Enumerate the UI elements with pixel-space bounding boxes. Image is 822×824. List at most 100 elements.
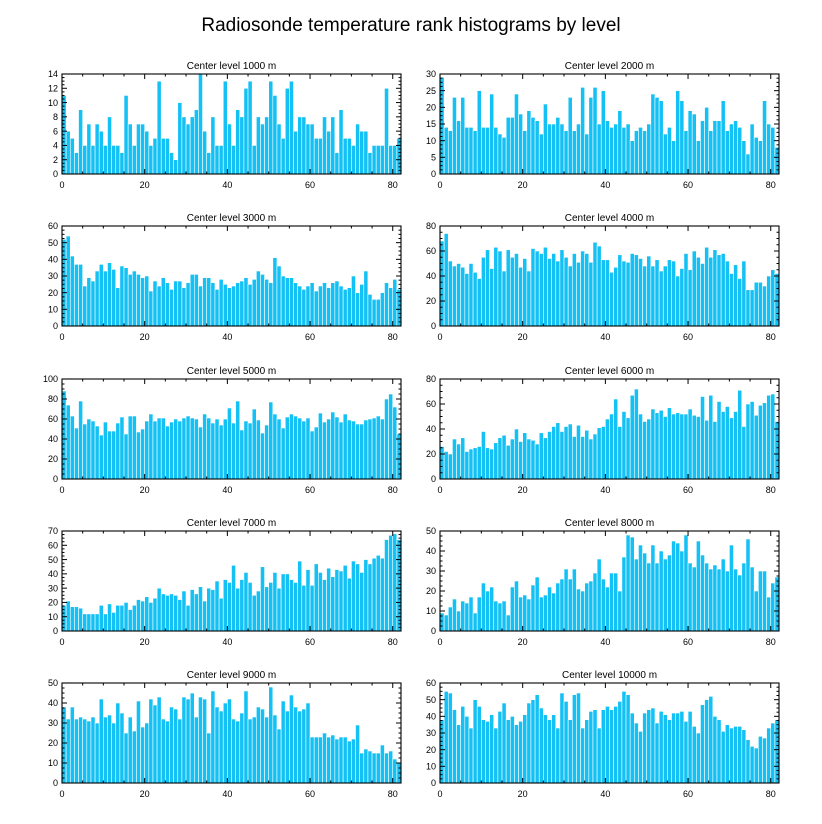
histogram-bar xyxy=(165,594,170,632)
histogram-bar xyxy=(729,727,734,784)
histogram-bar xyxy=(326,287,332,327)
histogram-bar xyxy=(371,299,377,327)
histogram-bar xyxy=(700,554,705,632)
histogram-bar xyxy=(384,282,389,327)
histogram-panel: Center level 10000 m 0 10 20 30 40 50 60 0 20 40 60… xyxy=(426,670,780,799)
histogram-bar xyxy=(243,87,249,175)
histogram-bar xyxy=(588,438,594,480)
histogram-bar xyxy=(650,544,656,632)
histogram-bar xyxy=(355,123,360,175)
histogram-bar xyxy=(675,275,681,327)
histogram-bar xyxy=(530,699,536,784)
histogram-bar xyxy=(136,599,141,632)
histogram-bar xyxy=(638,731,643,784)
histogram-bar xyxy=(94,123,100,175)
histogram-bar xyxy=(123,732,129,784)
histogram-bar xyxy=(667,407,672,480)
histogram-bar xyxy=(476,278,482,327)
histogram-bar xyxy=(367,152,373,175)
histogram-bar xyxy=(371,557,377,632)
histogram-bar xyxy=(131,604,137,632)
histogram-bar xyxy=(592,87,598,175)
histogram-bar xyxy=(650,408,656,480)
histogram-panel: Center level 5000 m 0 20 40 60 80 100 0 20 40 60 80 xyxy=(43,366,402,495)
histogram-bar xyxy=(272,257,278,327)
histogram-bar xyxy=(667,259,672,327)
histogram-bar xyxy=(712,421,718,480)
histogram-bar xyxy=(588,580,594,632)
y-tick-label: 0 xyxy=(431,626,436,636)
histogram-bar xyxy=(509,716,515,784)
histogram-bar xyxy=(293,706,298,784)
histogram-bar xyxy=(642,421,648,480)
histogram-bar xyxy=(74,152,79,175)
histogram-bar xyxy=(65,718,71,784)
histogram-bar xyxy=(687,562,693,632)
y-tick-label: 70 xyxy=(48,526,58,536)
histogram-bar xyxy=(596,245,602,327)
histogram-bar xyxy=(202,698,207,784)
histogram-bar xyxy=(704,419,710,480)
histogram-bar xyxy=(443,614,449,632)
histogram-bar xyxy=(256,706,261,784)
histogram-bar xyxy=(460,437,466,480)
histogram-bar xyxy=(588,261,594,327)
histogram-bar xyxy=(388,393,394,480)
histogram-bar xyxy=(359,284,365,327)
histogram-bar xyxy=(621,127,627,175)
histogram-bar xyxy=(543,437,548,480)
histogram-bar xyxy=(156,696,162,784)
histogram-bar xyxy=(103,716,108,784)
histogram-bar xyxy=(181,116,187,175)
histogram-bar xyxy=(297,116,303,175)
histogram-bar xyxy=(140,726,145,784)
histogram-bar xyxy=(729,273,734,327)
histogram-bar xyxy=(696,256,701,327)
histogram-bar xyxy=(700,704,705,784)
histogram-bar xyxy=(69,706,75,784)
histogram-bar xyxy=(509,586,515,632)
histogram-bar xyxy=(239,579,245,632)
histogram-bar xyxy=(247,718,253,784)
y-tick-label: 0 xyxy=(53,626,58,636)
histogram-bar xyxy=(625,417,631,480)
histogram-bar xyxy=(144,275,150,327)
histogram-bar xyxy=(280,573,286,632)
histogram-bar xyxy=(505,719,511,784)
histogram-bar xyxy=(481,127,486,175)
y-tick-label: 0 xyxy=(431,169,436,179)
histogram-bar xyxy=(654,562,660,632)
histogram-bar xyxy=(94,613,100,632)
histogram-bar xyxy=(363,130,369,175)
y-tick-label: 10 xyxy=(48,758,58,768)
histogram-bar xyxy=(384,752,389,784)
histogram-bar xyxy=(301,116,307,175)
histogram-bar xyxy=(543,594,548,632)
histogram-bar xyxy=(774,421,780,480)
x-tick-label: 20 xyxy=(140,637,150,647)
histogram-bar xyxy=(107,714,112,784)
histogram-bar xyxy=(671,413,676,480)
x-tick-label: 20 xyxy=(518,180,528,190)
histogram-bar xyxy=(173,159,179,175)
histogram-panel: Center level 7000 m 0 10 20 30 40 50 60 70 0 20 40 6… xyxy=(48,518,402,647)
histogram-bar xyxy=(111,269,117,327)
histogram-bar xyxy=(605,259,610,327)
histogram-bar xyxy=(392,406,398,480)
histogram-bar xyxy=(289,694,294,784)
histogram-bar xyxy=(103,270,108,327)
histogram-bar xyxy=(65,235,71,327)
histogram-bar xyxy=(65,404,71,480)
histogram-bar xyxy=(745,153,751,175)
histogram-bar xyxy=(505,117,511,175)
histogram-bar xyxy=(156,285,162,327)
histogram-bar xyxy=(501,600,507,632)
histogram-bar xyxy=(322,282,327,327)
histogram-bar xyxy=(322,579,327,632)
histogram-bar xyxy=(115,604,121,632)
histogram-bar xyxy=(613,266,619,327)
histogram-bar xyxy=(181,287,187,327)
y-tick-label: 30 xyxy=(426,728,436,738)
y-tick-label: 12 xyxy=(48,83,58,93)
